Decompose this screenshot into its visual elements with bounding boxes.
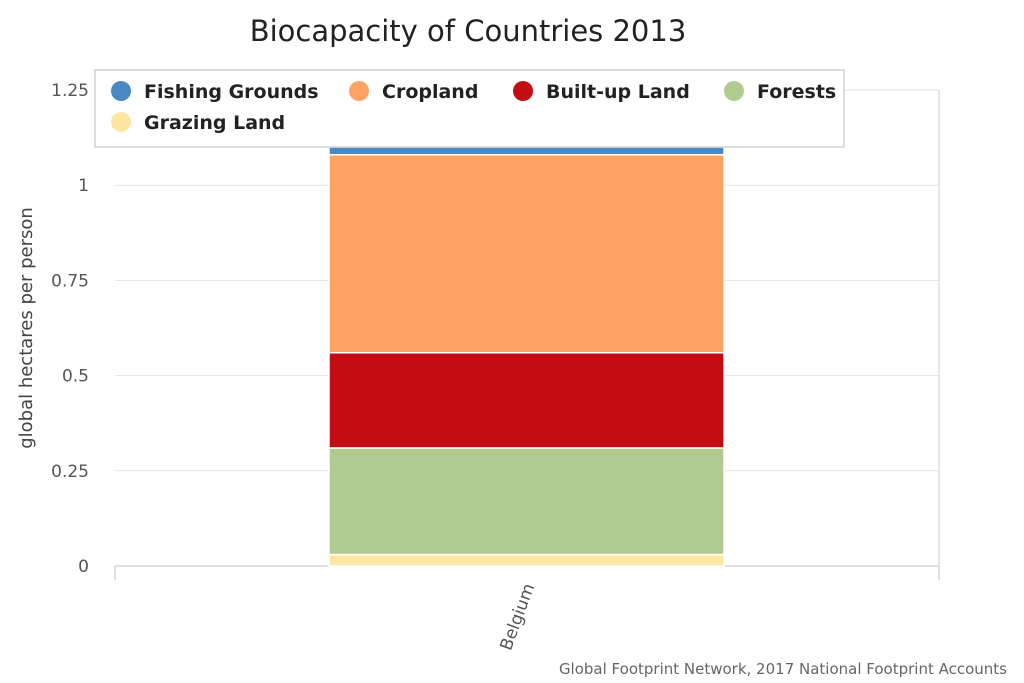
- legend-box: [94, 69, 845, 148]
- y-tick-label: 0.5: [62, 367, 89, 387]
- bar-segment-grazing-land: [328, 553, 725, 567]
- legend-label: Cropland: [382, 81, 478, 103]
- bar-segment-cropland: [328, 153, 725, 354]
- y-tick-label: 1.25: [51, 81, 89, 101]
- legend-marker: [513, 81, 533, 101]
- legend-marker: [111, 81, 131, 101]
- legend[interactable]: Fishing Grounds Cropland Built-up Land Fore…: [94, 69, 845, 148]
- chart-credits[interactable]: Global Footprint Network, 2017 National …: [559, 660, 1007, 678]
- bar-segment-forests: [328, 447, 725, 556]
- legend-label: Fishing Grounds: [144, 81, 319, 103]
- chart-title: Biocapacity of Countries 2013: [250, 14, 687, 48]
- legend-item-built-up-land[interactable]: Built-up Land: [513, 81, 690, 103]
- y-axis-label: global hectares per person: [16, 207, 37, 449]
- legend-item-fishing-grounds[interactable]: Fishing Grounds: [111, 81, 319, 103]
- y-tick-label: 0.75: [51, 271, 89, 291]
- legend-marker: [111, 112, 131, 132]
- stacked-bars: [328, 146, 725, 567]
- y-axis-ticks: 0 0.25 0.5 0.75 1 1.25: [51, 81, 89, 577]
- legend-label: Built-up Land: [546, 81, 690, 103]
- legend-marker: [724, 81, 744, 101]
- y-tick-label: 1: [78, 176, 89, 196]
- legend-label: Grazing Land: [144, 112, 285, 134]
- legend-item-cropland[interactable]: Cropland: [349, 81, 478, 103]
- x-tick-label: Belgium: [497, 581, 540, 653]
- legend-marker: [349, 81, 369, 101]
- bar-segment-fishing-grounds: [328, 146, 725, 156]
- legend-item-forests[interactable]: Forests: [724, 81, 836, 103]
- y-tick-label: 0.25: [51, 462, 89, 482]
- legend-label: Forests: [757, 81, 836, 103]
- y-tick-label: 0: [78, 557, 89, 577]
- x-axis-ticks: Belgium: [497, 581, 540, 653]
- legend-item-grazing-land[interactable]: Grazing Land: [111, 112, 285, 134]
- bar-segment-built-up-land: [328, 352, 725, 449]
